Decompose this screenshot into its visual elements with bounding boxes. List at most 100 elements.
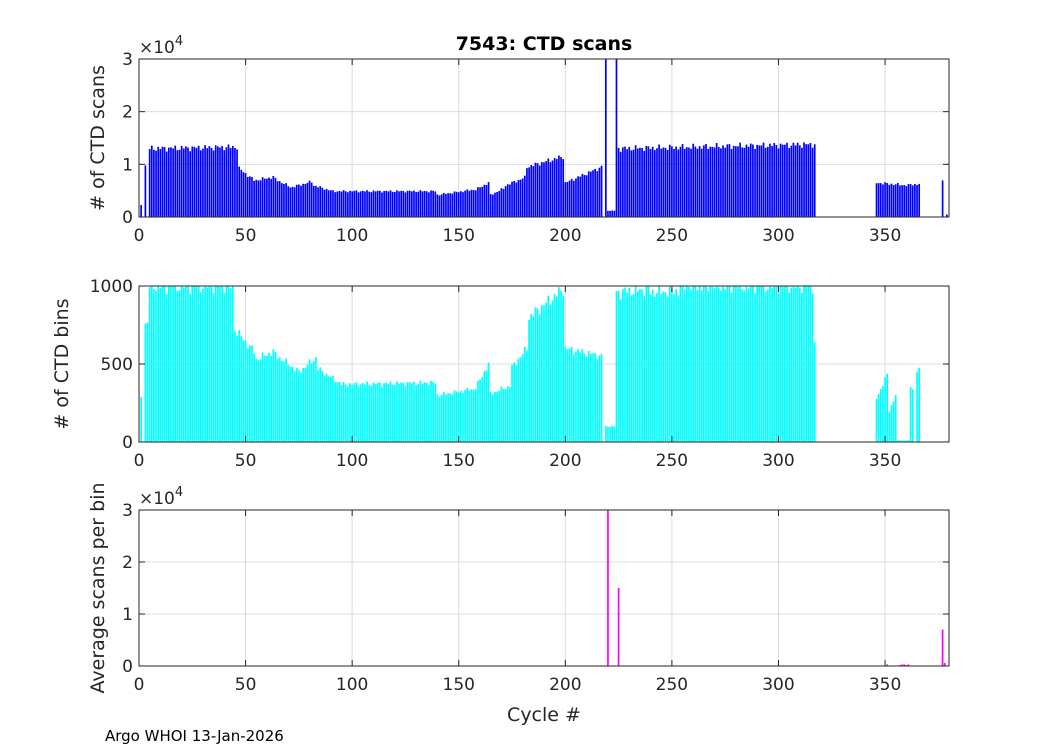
x-tick-label: 250 [656, 226, 688, 246]
bar [340, 191, 343, 217]
bar [157, 286, 160, 442]
x-tick-label: 200 [549, 451, 581, 471]
bar [496, 391, 498, 442]
bar [234, 148, 236, 217]
bar [434, 191, 437, 217]
bar [581, 349, 584, 442]
bar [336, 191, 339, 217]
bar [148, 149, 151, 217]
bar [321, 187, 324, 217]
bar [182, 287, 185, 442]
bar [500, 188, 503, 217]
bar [805, 286, 808, 442]
bar [660, 148, 663, 217]
bar [455, 191, 458, 217]
bar [798, 145, 801, 217]
bar [157, 146, 160, 217]
bar [242, 340, 245, 442]
bar [238, 166, 241, 217]
bar [747, 288, 750, 442]
bar [174, 286, 177, 442]
bar [468, 190, 471, 217]
bar [193, 286, 196, 442]
y-tick-label: 2 [122, 103, 133, 123]
bar [357, 192, 360, 217]
y-tick-label: 3 [122, 50, 133, 70]
bar [545, 161, 547, 217]
bar [624, 146, 626, 217]
bar [877, 393, 880, 442]
bar [615, 291, 618, 442]
bar [617, 588, 620, 666]
bar [310, 182, 313, 217]
bar [278, 357, 281, 442]
bar [558, 287, 560, 442]
bar [349, 383, 351, 442]
bar [402, 382, 405, 442]
bar [760, 145, 763, 217]
bar [562, 295, 565, 442]
bar [485, 184, 488, 217]
bar [174, 145, 177, 217]
bar [246, 176, 249, 217]
bar [445, 394, 447, 442]
bar [432, 381, 435, 442]
bar [728, 286, 731, 442]
bar [747, 146, 750, 217]
bar [268, 177, 270, 217]
bar [272, 349, 275, 442]
bar [236, 149, 238, 217]
bar [325, 373, 328, 442]
bar [231, 286, 234, 442]
bar [240, 169, 243, 217]
bar [649, 294, 652, 442]
bar [519, 179, 522, 217]
bar [436, 194, 439, 217]
bar [255, 358, 258, 442]
x-tick-label: 150 [443, 226, 475, 246]
bar [221, 286, 223, 442]
bar [372, 190, 375, 217]
bar [796, 286, 799, 442]
bar [338, 190, 341, 217]
bar [163, 147, 166, 217]
bar [182, 148, 185, 217]
bar [692, 143, 695, 217]
bar [419, 380, 422, 442]
bar [483, 184, 486, 217]
bar [340, 385, 343, 442]
bar [293, 187, 296, 217]
bar [146, 322, 149, 442]
bar [453, 390, 456, 442]
bar [720, 290, 722, 442]
bar [374, 384, 377, 442]
bar [941, 180, 944, 217]
bar [766, 146, 769, 217]
y-tick-label: 1 [122, 155, 133, 175]
bar [722, 286, 724, 442]
bar [268, 352, 270, 442]
bar [498, 390, 501, 442]
bar [481, 186, 484, 217]
bar [197, 145, 200, 217]
bar [246, 348, 249, 442]
bar [283, 361, 285, 442]
bar [673, 294, 675, 442]
bar [376, 190, 379, 217]
bar [187, 147, 189, 217]
bar [613, 210, 616, 217]
bar [515, 182, 518, 217]
bar [901, 440, 903, 442]
x-tick-label: 50 [235, 675, 257, 695]
bar [436, 394, 439, 442]
bar [775, 286, 778, 442]
bar [413, 381, 415, 442]
bar-series [140, 286, 921, 442]
bar [368, 384, 371, 442]
bar [592, 170, 594, 217]
bar [383, 191, 385, 217]
bar [406, 190, 409, 217]
bar [300, 185, 302, 217]
bar [379, 190, 381, 217]
bar [690, 148, 692, 217]
